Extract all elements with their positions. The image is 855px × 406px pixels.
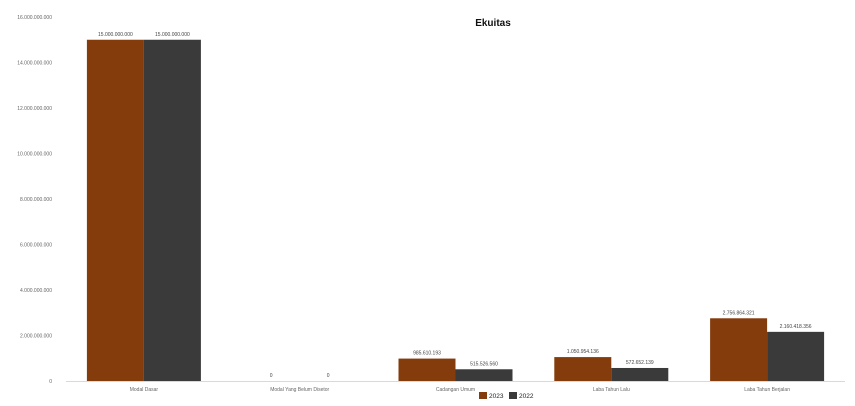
category-label: Modal Yang Belum Disetor [270, 387, 329, 393]
category-label: Modal Dasar [130, 387, 159, 393]
category-label: Laba Tahun Lalu [593, 387, 630, 393]
bar-2022 [767, 331, 825, 381]
y-tick-label: 8.000.000.000 [20, 197, 52, 203]
bar-2022 [611, 367, 669, 381]
y-tick-label: 12.000.000.000 [17, 106, 52, 112]
legend-label: 2023 [489, 393, 504, 400]
data-labels: 15.000.000.000 15.000.000.000 0 0 985.610.19… [98, 32, 812, 379]
y-tick-label: 16.000.000.000 [17, 15, 52, 21]
bars [86, 39, 825, 381]
x-axis: Modal Dasar Modal Yang Belum Disetor Cadan… [66, 381, 845, 393]
legend-label: 2022 [519, 393, 534, 400]
y-tick-label: 0 [49, 379, 52, 385]
data-label: 0 [327, 373, 330, 379]
y-tick-label: 14.000.000.000 [17, 61, 52, 67]
category-label: Laba Tahun Berjalan [744, 387, 790, 393]
bar-2022 [143, 39, 201, 381]
bar-2023 [554, 357, 612, 381]
legend-swatch [479, 392, 487, 399]
bar-2023 [398, 358, 456, 381]
data-label: 572.652.139 [626, 360, 654, 366]
bar-2023 [86, 39, 144, 381]
legend: 2023 2022 [479, 392, 534, 400]
y-axis: 0 2.000.000.000 4.000.000.000 6.000.000.000… [17, 15, 52, 385]
y-tick-label: 10.000.000.000 [17, 152, 52, 158]
legend-swatch [509, 392, 517, 399]
bar-2022 [455, 369, 513, 381]
data-label: 2.756.864.321 [723, 310, 755, 316]
data-label: 1.050.954.136 [567, 349, 599, 355]
y-tick-label: 6.000.000.000 [20, 243, 52, 249]
data-label: 2.160.418.356 [780, 324, 812, 330]
data-label: 15.000.000.000 [155, 32, 190, 38]
y-tick-label: 4.000.000.000 [20, 288, 52, 294]
chart-title: Ekuitas [475, 18, 511, 29]
data-label: 15.000.000.000 [98, 32, 133, 38]
category-label: Cadangan Umum [436, 387, 475, 393]
bar-2023 [710, 318, 768, 381]
data-label: 985.610.193 [413, 351, 441, 357]
data-label: 515.526.560 [470, 361, 498, 367]
y-tick-label: 2.000.000.000 [20, 334, 52, 340]
data-label: 0 [270, 373, 273, 379]
